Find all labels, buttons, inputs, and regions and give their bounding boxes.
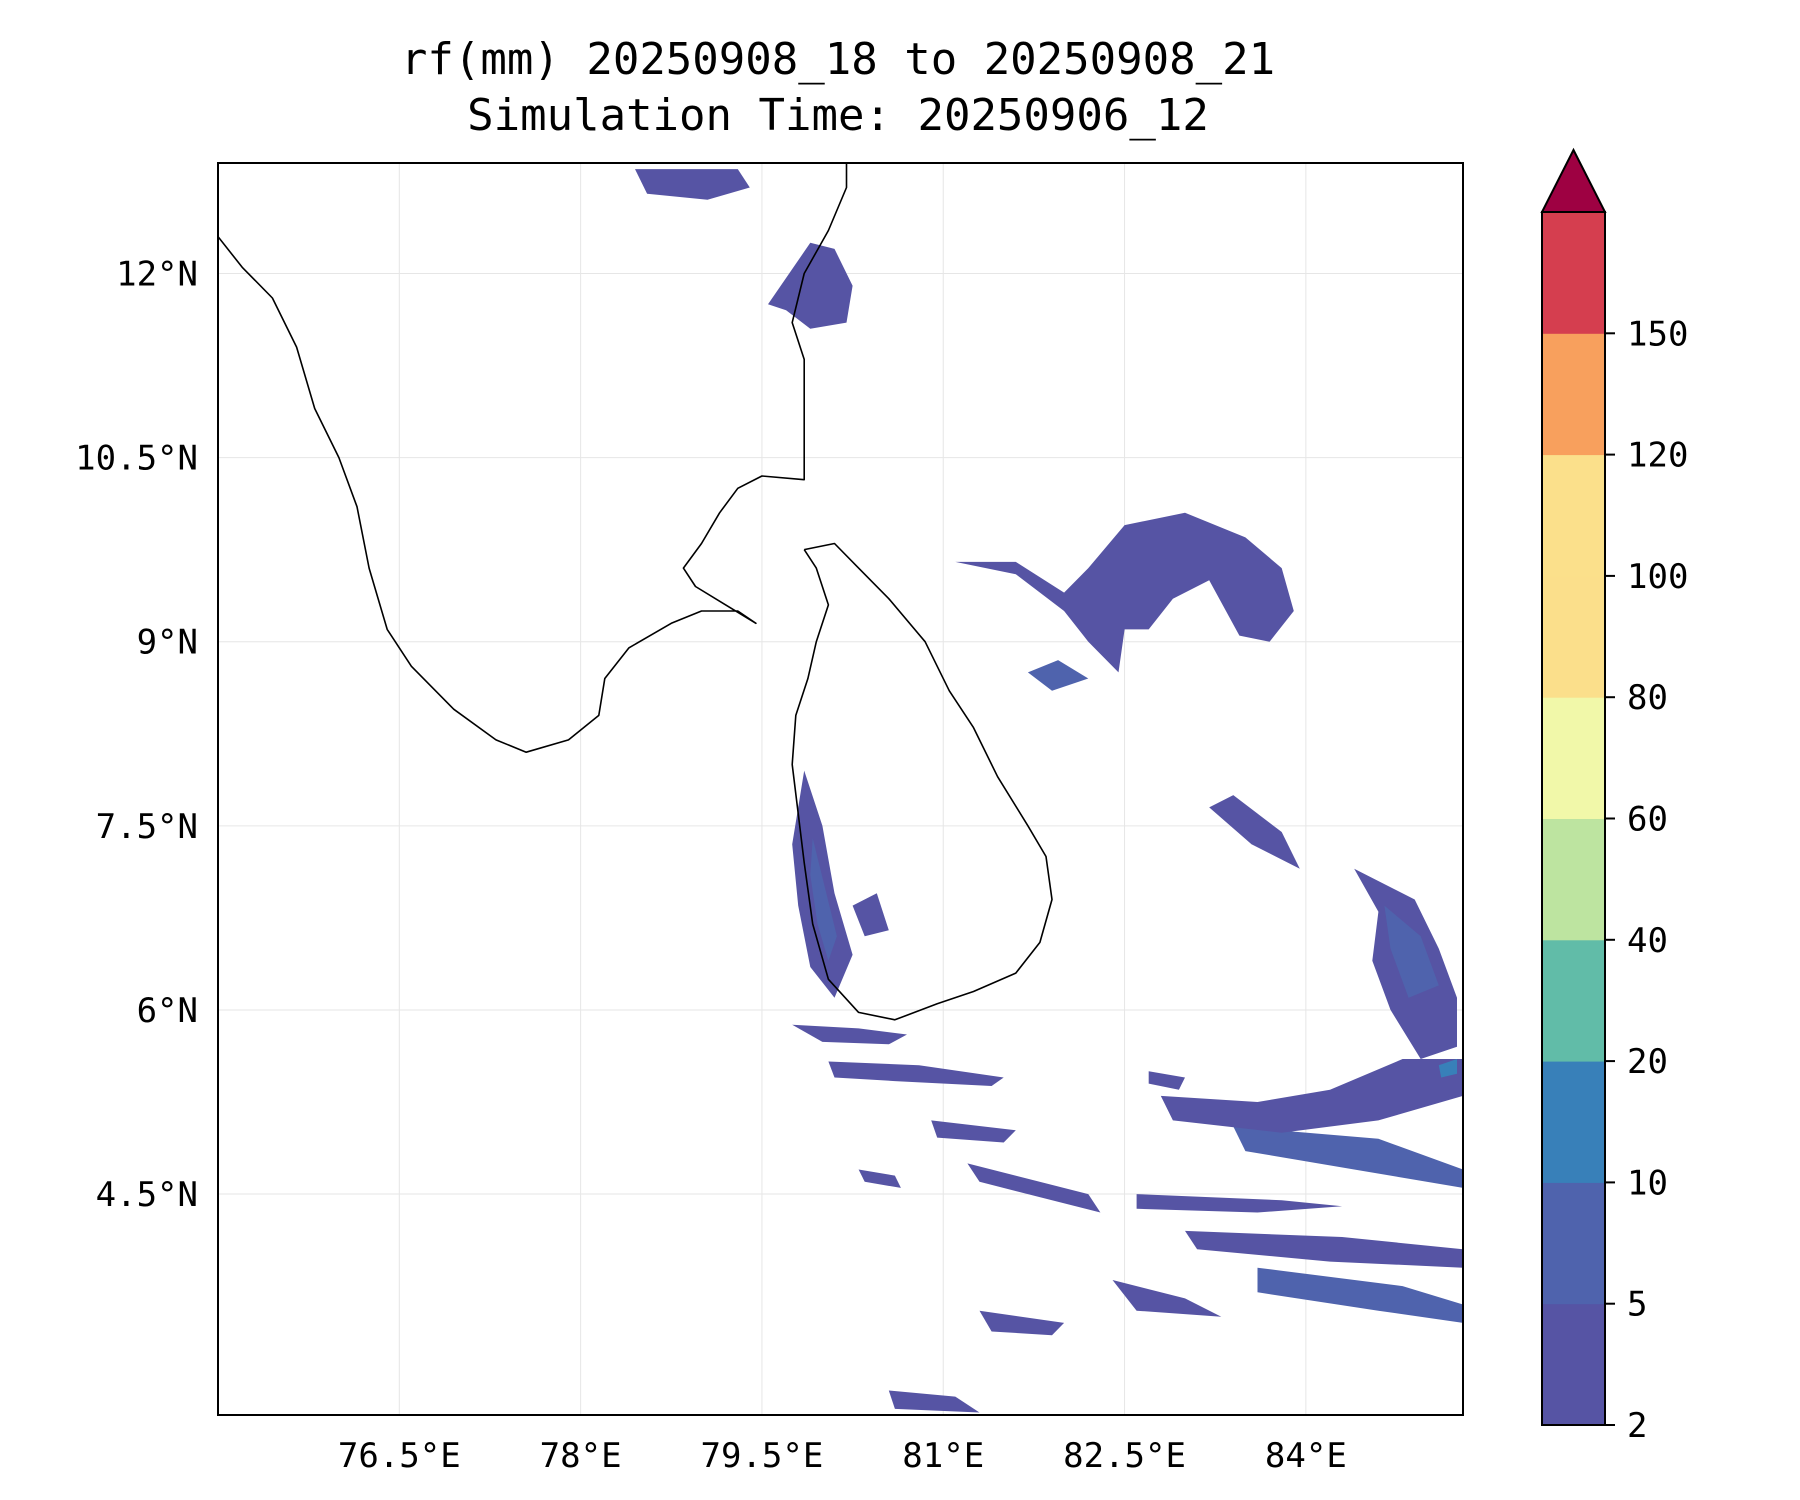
rain-cell-10 bbox=[792, 1024, 907, 1045]
rain-cell-15 bbox=[1136, 1194, 1343, 1213]
rain-cell-4 bbox=[852, 893, 889, 937]
gridlines bbox=[218, 163, 1463, 1415]
rain-cell-18 bbox=[1112, 1280, 1222, 1317]
lat-tick-label-4: 6°N bbox=[137, 991, 198, 1031]
colorbar-extend-arrow bbox=[1540, 147, 1607, 213]
colorbar-tick-label-4: 40 bbox=[1627, 921, 1668, 961]
rainfall-layer bbox=[635, 169, 1463, 1413]
map-frame bbox=[217, 162, 1464, 1416]
rain-cell-23 bbox=[858, 1169, 901, 1188]
lon-tick-label-2: 79.5°E bbox=[701, 1436, 824, 1476]
rain-cell-21 bbox=[1160, 1059, 1463, 1133]
colorbar-tick-label-9: 150 bbox=[1627, 314, 1688, 354]
rain-cell-11 bbox=[828, 1061, 1004, 1086]
rain-cell-13 bbox=[967, 1163, 1101, 1213]
lon-tick-label-1: 78°E bbox=[540, 1436, 622, 1476]
coastline-1 bbox=[791, 542, 1053, 1021]
colorbar-segment-6 bbox=[1542, 575, 1605, 698]
coastline-0 bbox=[218, 163, 848, 754]
colorbar-segment-5 bbox=[1542, 697, 1605, 819]
colorbar-segment-8 bbox=[1542, 333, 1605, 456]
colorbar-tick-label-3: 20 bbox=[1627, 1042, 1668, 1082]
rain-cell-0 bbox=[635, 169, 750, 200]
colorbar-segment-7 bbox=[1542, 454, 1605, 577]
rain-cell-17 bbox=[1257, 1267, 1463, 1323]
map-title: rf(mm) 20250908_18 to 20250908_21 bbox=[400, 34, 1276, 85]
latitude-tick-labels: 12°N 10.5°N 9°N 7.5°N 6°N 4.5°N bbox=[75, 254, 198, 1215]
rain-cell-22 bbox=[1438, 1059, 1457, 1078]
colorbar-segment-2 bbox=[1542, 1061, 1605, 1183]
lat-tick-label-0: 12°N bbox=[116, 254, 198, 294]
lon-tick-label-4: 82.5°E bbox=[1063, 1436, 1186, 1476]
rain-cell-5 bbox=[955, 512, 1294, 673]
lat-tick-label-5: 4.5°N bbox=[96, 1175, 198, 1215]
rain-cell-9 bbox=[1384, 905, 1439, 998]
longitude-tick-labels: 76.5°E 78°E 79.5°E 81°E 82.5°E 84°E bbox=[338, 1436, 1347, 1476]
colorbar-tick-label-7: 100 bbox=[1627, 557, 1688, 597]
colorbar-tick-label-5: 60 bbox=[1627, 800, 1668, 840]
colorbar-segment-1 bbox=[1542, 1182, 1605, 1305]
lat-tick-label-2: 9°N bbox=[137, 623, 198, 663]
rain-cell-20 bbox=[888, 1390, 980, 1413]
colorbar-segment-0 bbox=[1542, 1303, 1605, 1426]
colorbar-tick-label-8: 120 bbox=[1627, 436, 1688, 476]
rain-cell-3 bbox=[810, 838, 837, 961]
lon-tick-label-0: 76.5°E bbox=[338, 1436, 461, 1476]
rain-cell-7 bbox=[1209, 795, 1300, 869]
coastline-layer bbox=[218, 163, 1053, 1021]
colorbar-tick-label-2: 10 bbox=[1627, 1163, 1668, 1203]
lat-tick-label-1: 10.5°N bbox=[75, 439, 198, 479]
colorbar-segment-3 bbox=[1542, 939, 1605, 1062]
rain-cell-16 bbox=[1185, 1230, 1463, 1268]
rain-cell-19 bbox=[979, 1310, 1065, 1336]
rain-cell-24 bbox=[1148, 1071, 1185, 1090]
colorbar-segment-9 bbox=[1542, 212, 1605, 334]
lon-tick-label-3: 81°E bbox=[902, 1436, 984, 1476]
lon-tick-label-5: 84°E bbox=[1265, 1436, 1347, 1476]
rain-cell-6 bbox=[1027, 660, 1089, 691]
lat-tick-label-3: 7.5°N bbox=[96, 807, 198, 847]
rain-cell-14 bbox=[1233, 1126, 1463, 1188]
map-subtitle: Simulation Time: 20250906_12 bbox=[467, 90, 1209, 141]
rain-cell-1 bbox=[768, 242, 853, 329]
colorbar-tick-label-0: 2 bbox=[1627, 1406, 1647, 1446]
rain-cell-12 bbox=[931, 1120, 1016, 1143]
colorbar-segment-4 bbox=[1542, 818, 1605, 941]
colorbar-tick-label-1: 5 bbox=[1627, 1285, 1647, 1325]
colorbar: 2 5 10 20 40 60 80 100 120 150 bbox=[1540, 147, 1688, 1446]
colorbar-tick-label-6: 80 bbox=[1627, 678, 1668, 718]
